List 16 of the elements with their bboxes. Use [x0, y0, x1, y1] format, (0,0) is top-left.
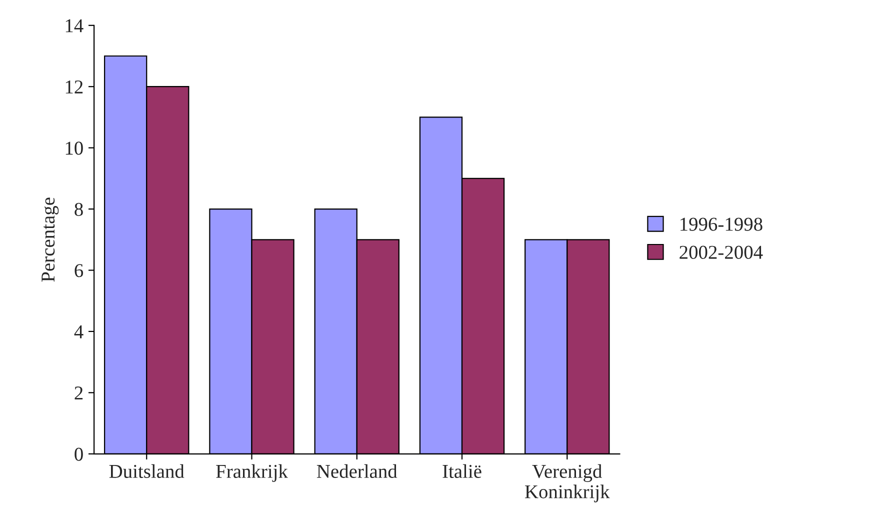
y-tick-label: 6: [74, 264, 84, 278]
y-tick-label: 2: [74, 386, 83, 400]
legend-label: 1996-1998: [680, 218, 762, 231]
x-tick-label: Frankrijk: [216, 464, 288, 482]
y-tick-label: 12: [66, 80, 83, 94]
y-tick-label: 4: [74, 325, 84, 338]
y-tick-label: 0: [74, 448, 83, 461]
y-tick-label: 14: [66, 19, 84, 32]
x-tick-label: Verenigd Koninkrijk: [525, 464, 610, 502]
y-tick-label: 8: [74, 202, 83, 216]
x-tick-label: Italië: [442, 464, 482, 478]
legend-label: 2002-2004: [680, 246, 763, 259]
y-tick-label: 10: [66, 142, 83, 155]
x-tick-label: Duitsland: [109, 464, 184, 478]
y-axis-title: Percentage: [42, 198, 59, 282]
x-tick-label: Nederland: [316, 464, 398, 478]
